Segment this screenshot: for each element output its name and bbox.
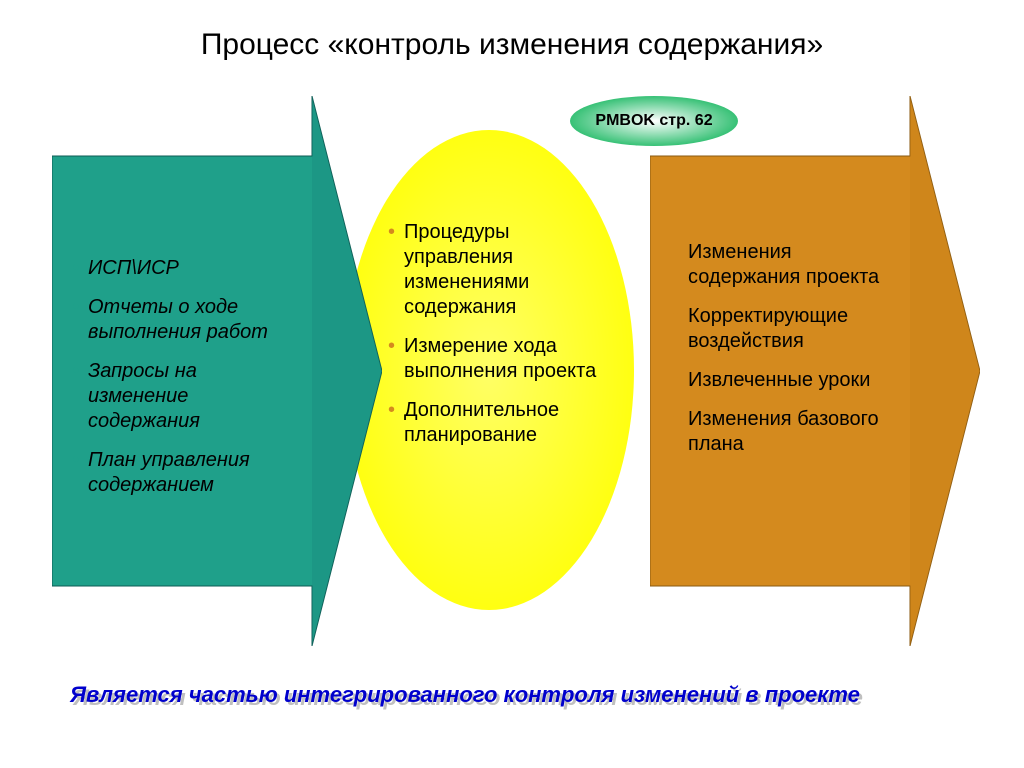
list-item: Отчеты о ходе выполнения работ [72, 295, 292, 345]
outputs-list: Изменения содержания проекта Корректирующ… [672, 240, 892, 471]
pmbok-badge-text: PMBOK стр. 62 [595, 112, 712, 130]
list-item: Процедуры управления изменениями содержа… [388, 220, 598, 320]
list-item: ИСП\ИСР [72, 256, 292, 281]
list-item: Изменения базового плана [672, 407, 892, 457]
page-title: Процесс «контроль изменения содержания» [0, 0, 1024, 62]
list-item: Измерение хода выполнения проекта [388, 334, 598, 384]
pmbok-badge: PMBOK стр. 62 [570, 96, 738, 146]
list-item: План управления содержанием [72, 448, 292, 498]
tools-list: Процедуры управления изменениями содержа… [388, 220, 598, 462]
list-item: Дополнительное планирование [388, 398, 598, 448]
list-item: Корректирующие воздействия [672, 304, 892, 354]
list-item: Извлеченные уроки [672, 368, 892, 393]
caption: Является частью интегрированного контрол… [70, 682, 860, 708]
diagram-stage: ИСП\ИСР Отчеты о ходе выполнения работ Зап… [0, 110, 1024, 650]
list-item: Запросы на изменение содержания [72, 359, 292, 434]
list-item: Изменения содержания проекта [672, 240, 892, 290]
inputs-list: ИСП\ИСР Отчеты о ходе выполнения работ Зап… [72, 256, 292, 512]
